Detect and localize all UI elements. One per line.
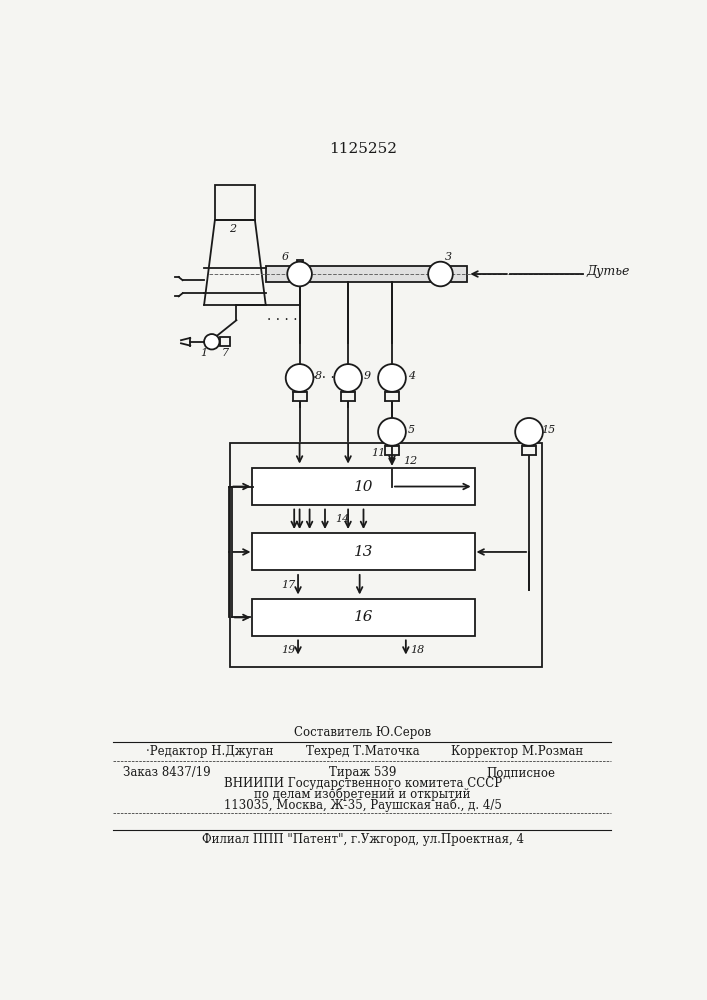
Text: 17: 17 [281,580,296,590]
Circle shape [378,418,406,446]
Circle shape [204,334,219,349]
Text: 6: 6 [282,252,289,262]
Text: 9: 9 [364,371,371,381]
Text: 14: 14 [335,514,349,524]
Bar [385,392,399,401]
Bar [215,185,255,220]
Text: ВНИИПИ Государственного комитета СССР: ВНИИПИ Государственного комитета СССР [223,777,502,790]
Bar [296,260,303,266]
Text: 18: 18 [410,645,424,655]
Text: 11: 11 [371,448,385,458]
Text: Подписное: Подписное [487,766,556,779]
Bar [266,266,467,282]
Bar [219,337,230,346]
Text: 10: 10 [354,480,373,494]
Text: 2: 2 [229,224,236,234]
Text: 3: 3 [445,252,452,262]
Text: Дутье: Дутье [587,265,630,278]
Text: 113035, Москва, Ж-35, Раушская наб., д. 4/5: 113035, Москва, Ж-35, Раушская наб., д. … [224,799,502,812]
Bar [230,443,542,667]
Text: Корректор М.Розман: Корректор М.Розман [451,745,583,758]
Text: Тираж 539: Тираж 539 [329,766,397,779]
Text: ·Редактор Н.Джуган: ·Редактор Н.Джуган [146,745,273,758]
Text: 12: 12 [403,456,417,466]
Circle shape [378,364,406,392]
Bar [252,599,475,636]
Circle shape [286,364,313,392]
Bar [293,392,307,401]
Bar [341,392,355,401]
Circle shape [515,418,543,446]
Bar [385,446,399,455]
Text: по делам изобретений и открытий: по делам изобретений и открытий [255,788,471,801]
Bar [522,446,536,455]
Circle shape [287,262,312,286]
Circle shape [334,364,362,392]
Text: Заказ 8437/19: Заказ 8437/19 [123,766,211,779]
Text: 13: 13 [354,545,373,559]
Bar [252,468,475,505]
Text: 7: 7 [221,348,228,358]
Text: 15: 15 [541,425,556,435]
Text: · · ·: · · · [313,371,335,385]
Text: 8: 8 [315,371,322,381]
Text: Составитель Ю.Серов: Составитель Ю.Серов [294,726,431,739]
Text: · · · ·: · · · · [267,313,298,327]
Text: 5: 5 [408,425,415,435]
Text: Филиал ППП "Патент", г.Ужгород, ул.Проектная, 4: Филиал ППП "Патент", г.Ужгород, ул.Проек… [201,833,524,846]
Bar [252,533,475,570]
Text: Техред Т.Маточка: Техред Т.Маточка [306,745,419,758]
Text: 1: 1 [201,348,208,358]
Circle shape [428,262,452,286]
Text: 16: 16 [354,610,373,624]
Text: 1125252: 1125252 [329,142,397,156]
Text: 19: 19 [281,645,296,655]
Text: 4: 4 [408,371,415,381]
